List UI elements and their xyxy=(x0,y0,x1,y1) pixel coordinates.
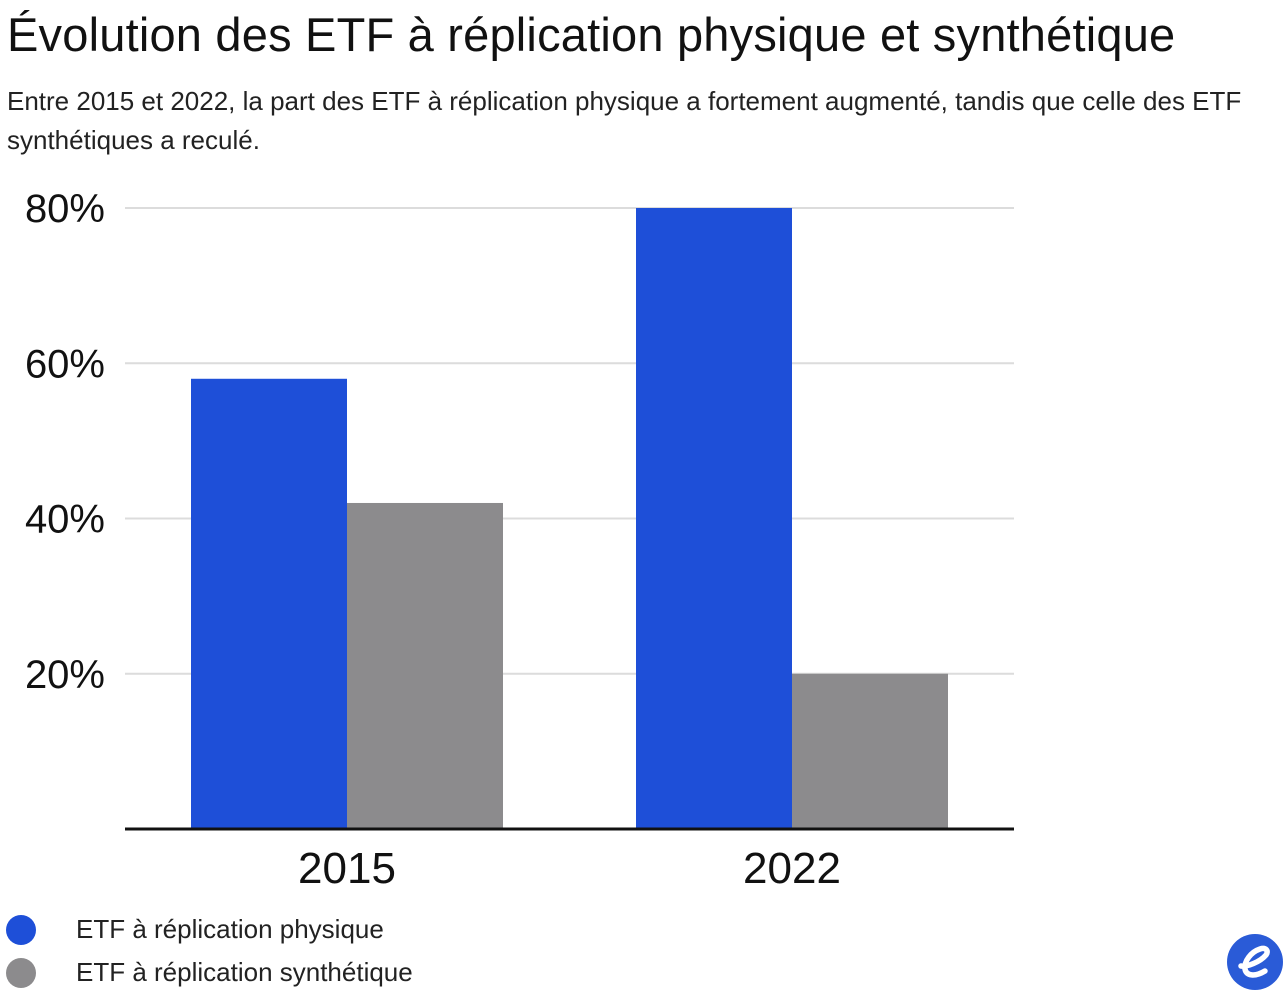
bar xyxy=(191,378,347,829)
legend-swatch-physique xyxy=(6,914,36,945)
legend-label-physique: ETF à réplication physique xyxy=(76,914,384,944)
bar xyxy=(636,208,792,829)
legend-item-synthetique: ETF à réplication synthétique xyxy=(6,951,413,994)
legend-item-physique: ETF à réplication physique xyxy=(6,908,413,951)
bar xyxy=(792,673,948,829)
x-tick-label: 2022 xyxy=(743,844,841,893)
y-tick-label: 20% xyxy=(25,653,105,697)
y-tick-label: 40% xyxy=(25,498,105,542)
legend-label-synthetique: ETF à réplication synthétique xyxy=(76,957,413,987)
chart-title: Évolution des ETF à réplication physique… xyxy=(7,8,1176,61)
brand-e-logo-icon xyxy=(1227,934,1283,990)
legend: ETF à réplication physique ETF à réplica… xyxy=(6,908,413,994)
y-tick-label: 60% xyxy=(25,342,105,386)
legend-swatch-synthetique xyxy=(6,957,36,988)
bar-chart: 20% 40% 60% 80% 2015 2022 xyxy=(25,187,1014,893)
y-tick-label: 80% xyxy=(25,187,105,231)
bar xyxy=(347,502,503,829)
x-tick-label: 2015 xyxy=(298,844,396,893)
chart-subtitle: Entre 2015 et 2022, la part des ETF à ré… xyxy=(7,86,1242,155)
